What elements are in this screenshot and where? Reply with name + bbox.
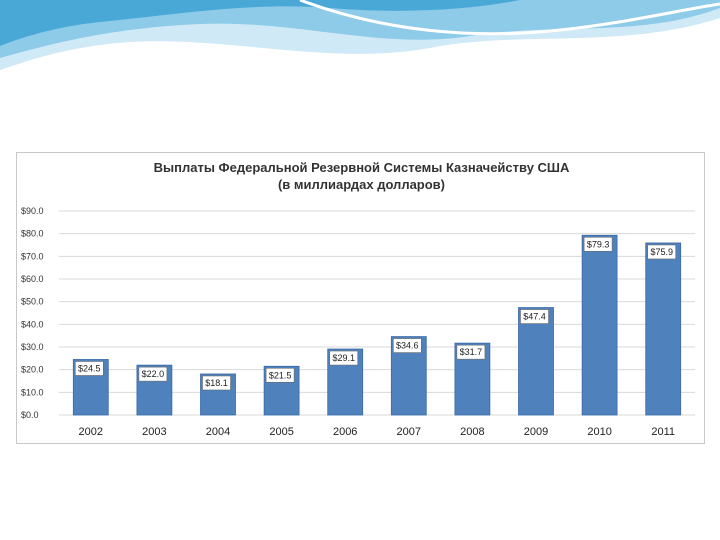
- x-tick-label: 2009: [524, 426, 548, 438]
- data-label-box: [75, 361, 104, 376]
- x-tick-label: 2006: [333, 426, 357, 438]
- data-label-box: [520, 309, 549, 324]
- chart-title-block: Выплаты Федеральной Резервной Системы Ка…: [17, 159, 706, 193]
- data-label-box: [138, 366, 168, 382]
- y-tick-label: $80.0: [21, 229, 44, 239]
- y-tick-label: $20.0: [21, 365, 44, 375]
- data-label: $21.5: [269, 370, 292, 380]
- wave-mid: [0, 0, 720, 58]
- data-label: $24.5: [78, 363, 101, 373]
- data-label-box: [265, 367, 295, 383]
- y-tick-label: $30.0: [21, 342, 44, 352]
- data-label: $75.9: [650, 247, 673, 257]
- data-label-box: [329, 350, 359, 366]
- bar: [645, 242, 682, 416]
- x-tick-label: 2004: [206, 426, 230, 438]
- x-tick-label: 2007: [397, 426, 421, 438]
- x-tick-label: 2003: [142, 426, 166, 438]
- y-tick-label: $90.0: [21, 206, 44, 216]
- data-label: $31.7: [460, 347, 483, 357]
- wave-dark: [0, 0, 520, 46]
- data-label: $22.0: [142, 369, 165, 379]
- bar: [581, 234, 618, 416]
- data-label-box: [202, 375, 231, 391]
- x-tick-label: 2002: [79, 426, 103, 438]
- y-tick-label: $0.0: [21, 410, 39, 420]
- data-label: $79.3: [587, 239, 610, 249]
- chart-title: Выплаты Федеральной Резервной Системы Ка…: [153, 160, 570, 175]
- chart-subtitle: (в миллиардах долларов): [277, 177, 446, 192]
- y-tick-label: $50.0: [21, 297, 44, 307]
- y-tick-label: $60.0: [21, 274, 44, 284]
- y-tick-label: $10.0: [21, 387, 44, 397]
- x-tick-label: 2008: [460, 426, 484, 438]
- data-label-box: [583, 236, 613, 252]
- data-label-box: [647, 244, 677, 260]
- y-tick-label: $40.0: [21, 319, 44, 329]
- data-label: $18.1: [205, 378, 228, 388]
- bar-chart: $0.0 $10.0 $20.0 $30.0 $40.0 $50.0 $60.0 $70.0 $…: [21, 206, 695, 438]
- x-tick-label: 2010: [587, 426, 611, 438]
- x-tick-label: 2005: [269, 426, 293, 438]
- chart-container: Выплаты Федеральной Резервной Системы Ка…: [16, 152, 705, 444]
- data-label-box: [393, 338, 422, 353]
- x-tick-label: 2011: [651, 426, 675, 438]
- data-label: $29.1: [332, 353, 355, 363]
- y-tick-label: $70.0: [21, 251, 44, 261]
- bar: [518, 307, 554, 416]
- wave-white-stroke: [299, 0, 720, 36]
- data-label: $34.6: [396, 341, 419, 351]
- header-wave-decoration: [0, 0, 720, 70]
- data-label-box: [456, 344, 486, 360]
- data-label: $47.4: [523, 312, 546, 322]
